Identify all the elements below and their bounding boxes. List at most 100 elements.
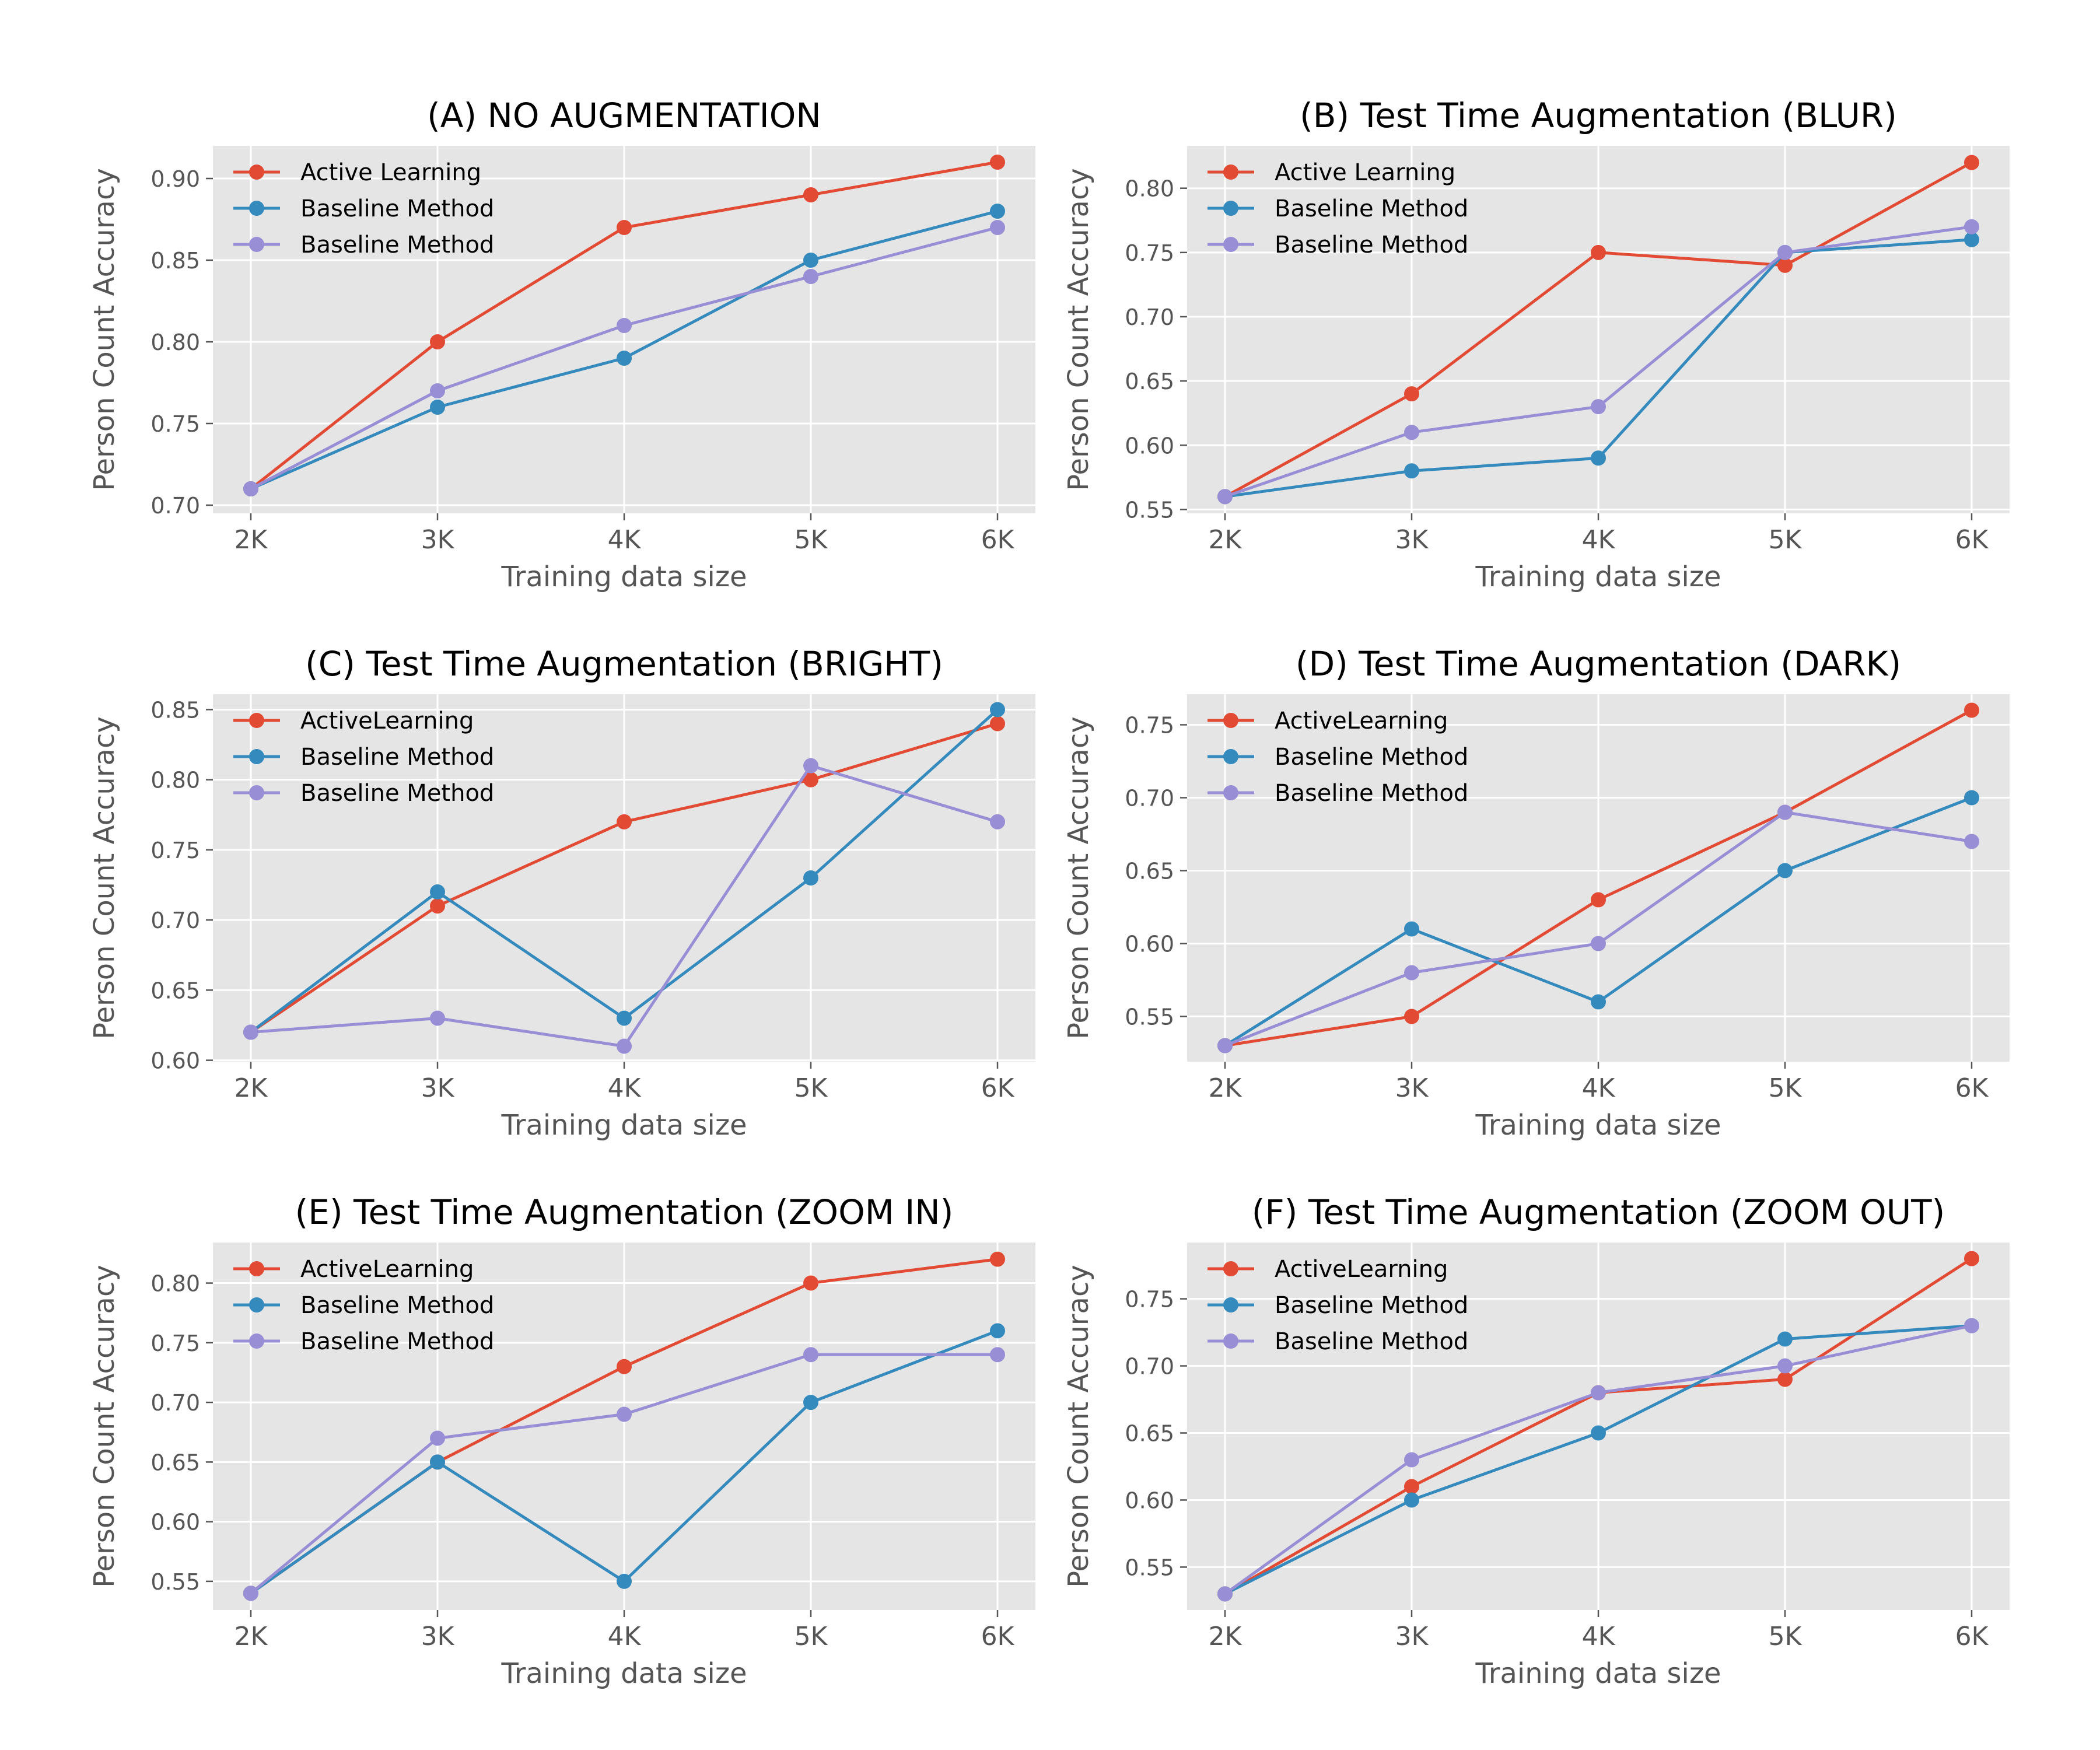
y-tick-label: 0.75 <box>1125 1287 1174 1312</box>
data-point-series-0 <box>430 334 445 349</box>
chart-title: (C) Test Time Augmentation (BRIGHT) <box>305 644 943 684</box>
data-point-series-0 <box>803 772 818 788</box>
x-tick-label: 5K <box>1769 1073 1803 1103</box>
y-axis-label: Person Count Accuracy <box>88 716 121 1040</box>
data-point-series-0 <box>1404 1479 1419 1494</box>
data-point-series-1 <box>803 253 818 268</box>
legend-marker <box>249 237 264 252</box>
y-tick-label: 0.65 <box>1125 859 1174 884</box>
data-point-series-2 <box>430 1430 445 1446</box>
data-point-series-0 <box>803 187 818 202</box>
x-tick-label: 4K <box>608 1622 642 1651</box>
data-point-series-1 <box>617 1573 632 1589</box>
chart-title: (A) NO AUGMENTATION <box>427 96 821 135</box>
data-point-series-1 <box>1777 863 1793 878</box>
x-axis-label: Training data size <box>501 561 747 593</box>
data-point-series-2 <box>617 1038 632 1054</box>
legend-entry: Baseline Method <box>300 1292 494 1319</box>
data-point-series-0 <box>1591 892 1606 908</box>
y-tick-label: 0.60 <box>1125 1488 1174 1513</box>
data-point-series-2 <box>1217 489 1233 505</box>
data-point-series-2 <box>803 1347 818 1363</box>
legend: ActiveLearning Baseline Method Baseline Me… <box>1208 1256 1468 1355</box>
chart-panel-3: 2K 3K 4K 5K 6K 0.55 0.60 0.65 0.70 0.75 (D) Test T… <box>1062 644 2010 1142</box>
data-point-series-1 <box>1591 1425 1606 1441</box>
chart-panel-4: 2K 3K 4K 5K 6K 0.55 0.60 0.65 0.70 0.75 0.80 (E) Te… <box>88 1192 1035 1690</box>
y-tick-label: 0.75 <box>150 411 200 437</box>
y-tick-label: 0.80 <box>150 330 200 355</box>
data-point-series-1 <box>430 400 445 415</box>
y-tick-label: 0.65 <box>150 978 200 1003</box>
legend: ActiveLearning Baseline Method Baseline Me… <box>233 708 494 807</box>
legend-marker <box>1223 237 1238 252</box>
legend-marker <box>249 713 264 728</box>
y-tick-label: 0.55 <box>150 1569 200 1595</box>
y-tick-label: 0.80 <box>150 768 200 793</box>
y-tick-label: 0.70 <box>150 1390 200 1416</box>
y-tick-label: 0.75 <box>1125 713 1174 738</box>
data-point-series-2 <box>1777 244 1793 260</box>
legend-marker <box>249 1297 264 1312</box>
data-point-series-2 <box>1777 1358 1793 1374</box>
legend-marker <box>1223 1261 1238 1276</box>
legend: ActiveLearning Baseline Method Baseline Me… <box>1208 708 1468 807</box>
legend-marker <box>1223 1334 1238 1349</box>
legend-marker <box>1223 201 1238 216</box>
y-tick-label: 0.85 <box>150 248 200 274</box>
legend-entry: ActiveLearning <box>1275 1256 1448 1283</box>
data-point-series-2 <box>430 383 445 398</box>
data-point-series-2 <box>990 220 1005 235</box>
data-point-series-2 <box>1964 834 1979 849</box>
data-point-series-2 <box>1404 425 1419 440</box>
x-tick-label: 5K <box>794 1073 828 1103</box>
x-tick-label: 3K <box>421 1622 455 1651</box>
data-point-series-0 <box>1777 257 1793 273</box>
data-point-series-0 <box>990 1251 1005 1267</box>
y-tick-label: 0.60 <box>1125 932 1174 957</box>
data-point-series-0 <box>617 220 632 235</box>
y-tick-label: 0.60 <box>150 1048 200 1074</box>
data-point-series-1 <box>1591 994 1606 1010</box>
data-point-series-0 <box>1404 386 1419 402</box>
x-axis-label: Training data size <box>501 1109 747 1142</box>
data-point-series-1 <box>803 870 818 886</box>
legend-marker <box>1223 785 1238 800</box>
data-point-series-0 <box>1777 1371 1793 1387</box>
data-point-series-2 <box>1777 804 1793 820</box>
y-tick-label: 0.75 <box>150 1331 200 1356</box>
x-tick-label: 6K <box>1955 1073 1989 1103</box>
x-tick-label: 3K <box>421 525 455 555</box>
legend: Active Learning Baseline Method Baseline M… <box>233 159 494 258</box>
data-point-series-0 <box>990 716 1005 732</box>
chart-panel-0: 2K 3K 4K 5K 6K 0.70 0.75 0.80 0.85 0.90 (A) NO AUG… <box>88 96 1035 593</box>
x-tick-label: 3K <box>1395 1073 1429 1103</box>
x-tick-label: 3K <box>421 1073 455 1103</box>
y-axis-label: Person Count Accuracy <box>1062 1265 1095 1588</box>
x-tick-label: 5K <box>1769 525 1803 555</box>
y-tick-label: 0.85 <box>150 697 200 723</box>
data-point-series-2 <box>803 269 818 284</box>
data-point-series-0 <box>1964 702 1979 718</box>
data-point-series-1 <box>1964 790 1979 806</box>
y-tick-label: 0.60 <box>1125 433 1174 459</box>
data-point-series-2 <box>803 758 818 774</box>
x-tick-label: 6K <box>1955 1622 1989 1651</box>
x-tick-label: 4K <box>1582 1073 1616 1103</box>
chart-title: (F) Test Time Augmentation (ZOOM OUT) <box>1252 1192 1945 1232</box>
legend-marker <box>249 164 264 180</box>
data-point-series-2 <box>1404 965 1419 981</box>
y-axis-label: Person Count Accuracy <box>1062 716 1095 1040</box>
y-tick-label: 0.70 <box>1125 1354 1174 1380</box>
x-tick-label: 2K <box>1209 1073 1242 1103</box>
legend-marker <box>249 749 264 764</box>
legend-marker <box>249 1334 264 1349</box>
data-point-series-1 <box>1404 463 1419 479</box>
chart-panel-5: 2K 3K 4K 5K 6K 0.55 0.60 0.65 0.70 0.75 (F) Test T… <box>1062 1192 2010 1690</box>
x-tick-label: 6K <box>1955 525 1989 555</box>
data-point-series-0 <box>617 1359 632 1374</box>
data-point-series-2 <box>617 318 632 333</box>
x-tick-label: 6K <box>981 1073 1015 1103</box>
y-tick-label: 0.60 <box>150 1510 200 1535</box>
legend: ActiveLearning Baseline Method Baseline Me… <box>233 1256 494 1355</box>
